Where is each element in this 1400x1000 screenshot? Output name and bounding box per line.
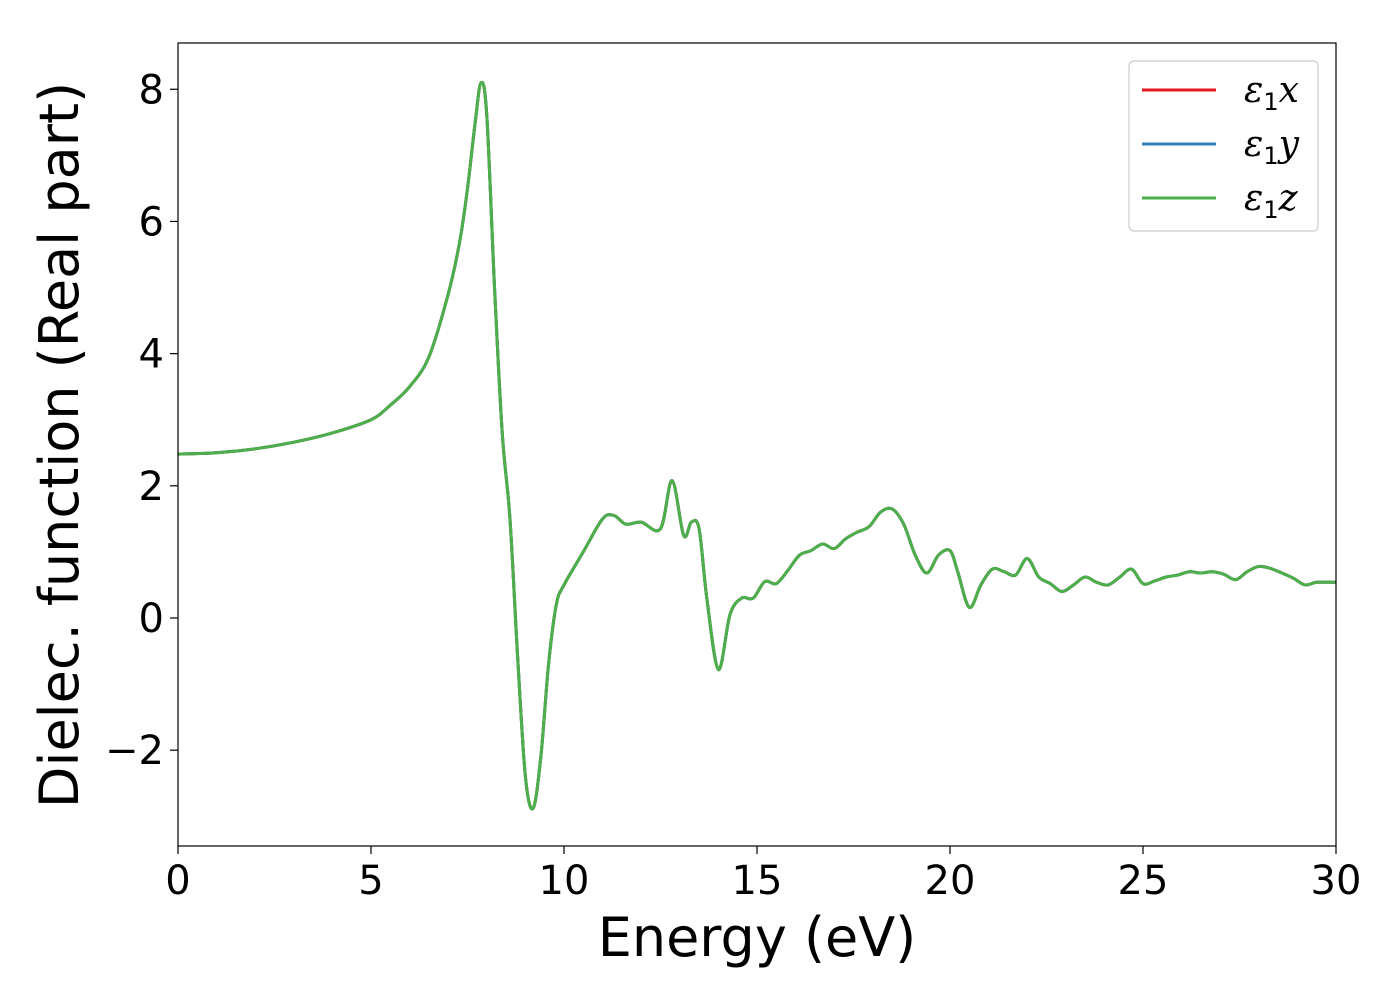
y-axis-label: Dielec. function (Real part) bbox=[28, 82, 91, 808]
x-tick-label: 5 bbox=[358, 858, 383, 904]
x-tick-label: 0 bbox=[165, 858, 190, 904]
x-tick-label: 10 bbox=[539, 858, 590, 904]
x-tick-label: 25 bbox=[1118, 858, 1169, 904]
x-tick-label: 20 bbox=[925, 858, 976, 904]
y-tick-label: 6 bbox=[139, 199, 164, 245]
series-layer bbox=[178, 80, 1336, 811]
y-tick-label: 8 bbox=[139, 67, 164, 113]
x-axis: 0 5 10 15 20 25 30 bbox=[165, 846, 1361, 904]
y-tick-label: 2 bbox=[139, 464, 164, 510]
legend-label-1: ε1x bbox=[1244, 70, 1299, 116]
x-axis-label: Energy (eV) bbox=[598, 906, 917, 969]
legend-label-3: ε1z bbox=[1244, 178, 1299, 224]
y-axis: −2 0 2 4 6 8 bbox=[105, 67, 178, 774]
x-tick-label: 15 bbox=[732, 858, 783, 904]
x-tick-label: 30 bbox=[1311, 858, 1362, 904]
legend-box bbox=[1128, 60, 1319, 232]
legend-label-2: ε1y bbox=[1244, 124, 1300, 170]
legend: ε1x ε1y ε1z bbox=[1128, 60, 1319, 232]
plot-frame bbox=[177, 42, 1337, 847]
y-tick-label: 0 bbox=[139, 596, 164, 642]
series-line-3 bbox=[178, 80, 1336, 811]
y-tick-label: −2 bbox=[105, 728, 164, 774]
y-tick-label: 4 bbox=[139, 332, 164, 378]
